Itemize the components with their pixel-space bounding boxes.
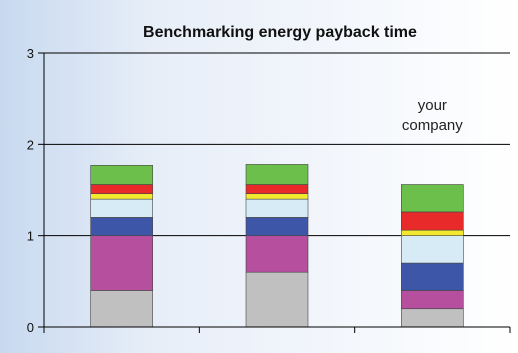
- bar-segment-1-category-2: [245, 271, 309, 328]
- bar-segment-6-category-1: [90, 184, 153, 194]
- y-tick-label: 3: [27, 46, 34, 61]
- axes: [38, 52, 511, 333]
- y-tick-labels: 0 1 2 3: [27, 46, 34, 335]
- bar-segment-6-category-3: [401, 211, 464, 231]
- y-tick-label: 2: [27, 137, 34, 152]
- bar-segment-3-category-1: [90, 217, 153, 236]
- bar-segment-4-category-3: [401, 235, 464, 264]
- bar-segment-7-category-3: [401, 184, 464, 213]
- bar-segment-1-category-3: [401, 308, 464, 328]
- bar-segment-2-category-2: [245, 235, 309, 273]
- bar-segment-4-category-2: [245, 198, 309, 218]
- bar-segment-3-category-3: [401, 262, 464, 291]
- bar-segment-3-category-2: [245, 217, 309, 236]
- annotation-line-company: company: [402, 117, 463, 134]
- annotation-line-your: your: [418, 97, 447, 114]
- bar-segment-7-category-2: [245, 164, 309, 185]
- bar-segment-5-category-2: [245, 193, 309, 200]
- y-tick-label: 0: [27, 320, 34, 335]
- bars: [90, 164, 464, 328]
- bar-segment-5-category-1: [90, 193, 153, 200]
- chart-title: Benchmarking energy payback time: [143, 24, 417, 41]
- bar-segment-2-category-3: [401, 290, 464, 310]
- y-tick-label: 1: [27, 229, 34, 244]
- bar-segment-2-category-1: [90, 235, 153, 291]
- bar-segment-7-category-1: [90, 165, 153, 185]
- bar-segment-1-category-1: [90, 290, 153, 328]
- bar-segment-4-category-1: [90, 198, 153, 218]
- annotation: your company: [402, 97, 463, 134]
- bar-segment-6-category-2: [245, 184, 309, 194]
- bar-segment-5-category-3: [401, 229, 464, 236]
